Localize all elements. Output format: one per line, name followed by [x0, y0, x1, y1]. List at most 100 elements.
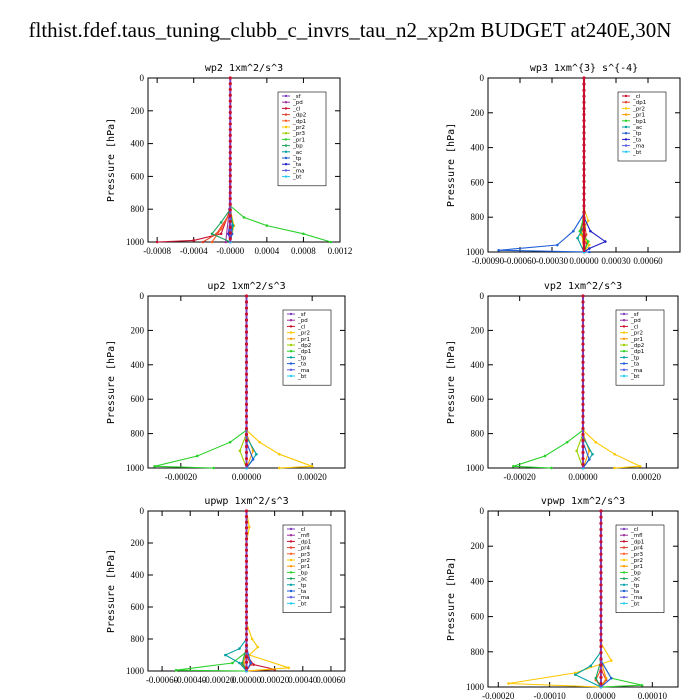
series-line-cl	[157, 78, 231, 243]
data-point	[599, 681, 603, 686]
legend-marker	[624, 113, 628, 116]
data-point	[244, 390, 249, 394]
data-point	[582, 137, 586, 141]
y-axis-label: Pressure [hPa]	[446, 557, 457, 641]
y-tick-label: 800	[131, 634, 145, 644]
panel-6: vpwp 1xm^2/s^3 Pressure [hPa] 0 200 400 600 80…	[446, 496, 679, 700]
panel-2: wp3 1xm^{3} s^{-4} Pressure [hPa] 0 200 400 6…	[446, 63, 681, 266]
data-point	[594, 440, 597, 444]
legend-entry: _sf	[292, 94, 302, 100]
legend-marker	[289, 368, 293, 371]
plot-frame	[147, 77, 341, 243]
data-point	[244, 438, 249, 443]
x-tick-label: -0.00090	[472, 256, 505, 266]
legend-marker	[622, 343, 626, 347]
series-line-tp	[224, 511, 248, 672]
data-point	[599, 589, 603, 593]
data-point	[244, 610, 249, 614]
data-point	[195, 454, 199, 458]
data-point	[599, 638, 603, 642]
data-point	[582, 216, 586, 220]
legend-entry: _mfl	[297, 533, 310, 539]
data-point	[582, 106, 586, 111]
data-point	[238, 661, 241, 665]
data-point	[174, 668, 178, 672]
legend-entry: _cl	[292, 106, 301, 112]
y-axis-label: Pressure [hPa]	[106, 549, 117, 633]
legend-marker	[284, 138, 288, 141]
data-point	[228, 179, 232, 183]
legend-marker	[284, 156, 288, 160]
legend-marker	[622, 368, 626, 371]
legend-entry: _dp2	[297, 343, 311, 349]
data-point	[582, 173, 586, 178]
data-point	[244, 426, 249, 431]
data-point	[582, 186, 586, 190]
data-point	[244, 587, 249, 592]
legend-entry: _pr2	[630, 558, 643, 564]
data-point	[589, 229, 592, 233]
data-point	[582, 234, 586, 238]
legend-marker	[622, 350, 626, 353]
data-point	[228, 225, 232, 229]
data-point	[228, 231, 232, 235]
legend-marker	[289, 312, 293, 316]
data-point	[249, 661, 253, 665]
x-tick-label: -0.00010	[533, 691, 566, 700]
series-line-ta	[583, 78, 607, 253]
data-point	[240, 661, 244, 665]
data-point	[581, 330, 585, 334]
legend-marker	[624, 150, 628, 153]
data-point	[543, 454, 547, 458]
data-point	[582, 240, 586, 245]
legend-entry: _mfl	[630, 533, 643, 539]
series-line-pr2	[245, 510, 289, 672]
data-point	[581, 306, 585, 310]
data-point	[582, 88, 586, 92]
y-tick-label: 400	[131, 570, 145, 580]
series-line-dp1	[211, 78, 231, 243]
data-point	[244, 312, 249, 316]
x-tick-label: -0.0000	[216, 246, 244, 256]
data-point	[599, 546, 603, 550]
legend-marker	[624, 144, 628, 147]
data-point	[507, 682, 510, 685]
legend-entry: _bt	[297, 601, 307, 607]
data-point	[581, 462, 585, 467]
data-point	[228, 82, 232, 86]
data-point	[582, 100, 586, 104]
data-point	[256, 645, 260, 649]
legend-entry: _pr4	[297, 546, 311, 552]
data-point	[248, 525, 251, 529]
panel-title: vp2 1xm^2/s^3	[544, 281, 622, 292]
data-point	[582, 94, 586, 98]
legend-entry: _pr1	[292, 137, 305, 143]
y-tick-label: 400	[471, 143, 485, 153]
data-point	[599, 534, 603, 538]
x-tick-label: 0.00060	[316, 675, 346, 685]
legend-marker	[289, 602, 293, 605]
data-point	[604, 676, 608, 680]
data-point	[582, 119, 586, 123]
legend-entry: _ma	[632, 144, 644, 150]
data-point	[244, 456, 249, 461]
data-point	[599, 657, 603, 661]
data-point	[599, 552, 603, 556]
data-point	[228, 237, 232, 241]
legend-entry: _pr1	[630, 337, 643, 343]
data-point	[599, 663, 603, 667]
legend-entry: _pr2	[630, 331, 643, 337]
legend-marker	[289, 527, 293, 531]
data-point	[242, 216, 246, 219]
legend-entry: _pr1	[632, 113, 645, 119]
legend-entry: _pr1	[297, 564, 310, 570]
legend-marker	[289, 374, 293, 378]
data-point	[244, 576, 249, 580]
data-point	[575, 449, 578, 453]
legend-entry: _bp	[630, 570, 641, 576]
data-point	[244, 593, 249, 597]
data-point	[613, 466, 616, 470]
data-point	[244, 604, 249, 608]
x-tick-label: 0.00010	[638, 691, 668, 700]
